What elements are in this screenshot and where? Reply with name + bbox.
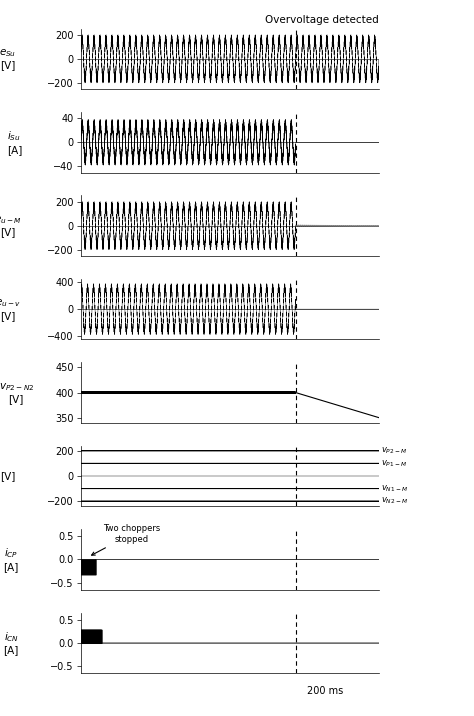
Y-axis label: $i_{CP}$
[A]: $i_{CP}$ [A] [4,547,19,572]
Y-axis label: $i_{CN}$
[A]: $i_{CN}$ [A] [4,630,19,656]
Y-axis label: $e_{Su}$
[V]: $e_{Su}$ [V] [0,47,17,71]
Y-axis label: $e_{u-v}$
[V]: $e_{u-v}$ [V] [0,297,21,321]
Text: Overvoltage detected: Overvoltage detected [265,15,379,25]
Text: $v_{P1-M}$: $v_{P1-M}$ [381,458,407,469]
Y-axis label: $e_{u-M}$
[V]: $e_{u-M}$ [V] [0,214,22,238]
Text: $v_{N1-M}$: $v_{N1-M}$ [381,483,408,494]
Y-axis label: $i_{Su}$
[A]: $i_{Su}$ [A] [7,130,22,155]
Text: $v_{P2-M}$: $v_{P2-M}$ [381,445,407,456]
Y-axis label: [V]: [V] [0,471,16,481]
Text: 200 ms: 200 ms [307,686,344,696]
Text: Two choppers
stopped: Two choppers stopped [91,524,160,555]
Text: $v_{N2-M}$: $v_{N2-M}$ [381,496,408,506]
Y-axis label: $v_{P2-N2}$
[V]: $v_{P2-N2}$ [V] [0,381,34,405]
